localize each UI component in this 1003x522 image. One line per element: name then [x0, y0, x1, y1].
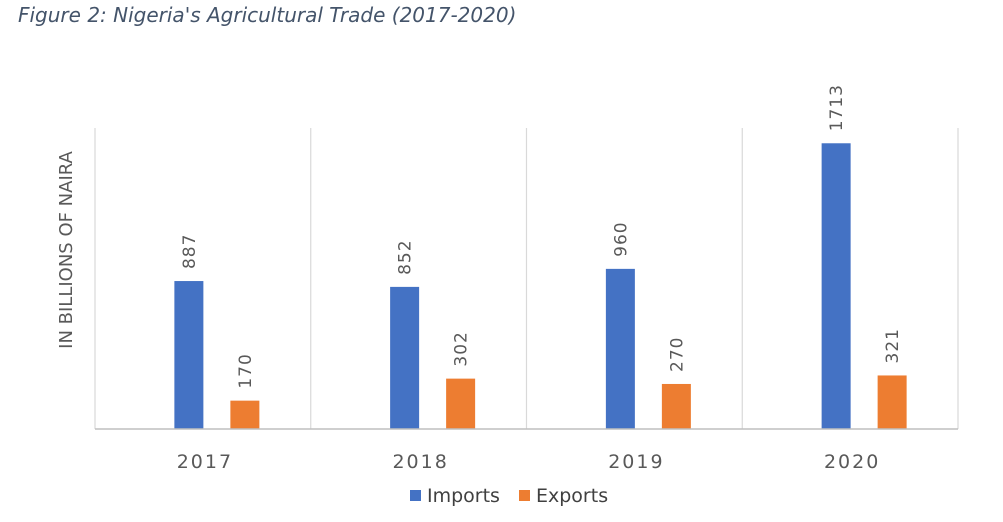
data-label-exports-2019: 270	[667, 337, 687, 372]
legend-label-imports: Imports	[427, 485, 500, 507]
legend: Imports Exports	[410, 485, 608, 507]
bar-exports-2017	[230, 400, 260, 429]
data-labels-layer: 887 170 852 302 960 270 1713 321	[180, 84, 903, 389]
category-gridlines	[94, 128, 959, 429]
bar-exports-2019	[661, 383, 691, 429]
x-tick-label: 2017	[177, 451, 233, 473]
data-label-imports-2019: 960	[611, 221, 631, 256]
bar-exports-2020	[877, 375, 907, 429]
bar-imports-2017	[174, 281, 204, 429]
legend-label-exports: Exports	[536, 485, 608, 507]
x-tick-labels: 2017 2018 2019 2020	[177, 451, 880, 473]
y-axis-label: IN BILLIONS OF NAIRA	[56, 150, 77, 348]
data-label-exports-2020: 321	[883, 328, 903, 363]
data-label-exports-2017: 170	[236, 353, 256, 388]
data-label-imports-2018: 852	[396, 239, 416, 274]
data-label-exports-2018: 302	[452, 331, 472, 366]
bar-imports-2020	[821, 143, 851, 429]
data-label-imports-2017: 887	[180, 234, 200, 269]
legend-swatch-imports	[410, 490, 421, 501]
bar-exports-2018	[446, 378, 476, 429]
legend-swatch-exports	[519, 490, 530, 501]
data-label-imports-2020: 1713	[827, 84, 847, 131]
x-tick-label: 2018	[392, 451, 448, 473]
bar-imports-2019	[605, 268, 635, 429]
figure-title: Figure 2: Nigeria's Agricultural Trade (…	[18, 3, 517, 27]
bar-imports-2018	[390, 286, 420, 429]
bars-layer	[174, 143, 907, 429]
x-tick-label: 2019	[608, 451, 664, 473]
x-tick-label: 2020	[824, 451, 880, 473]
